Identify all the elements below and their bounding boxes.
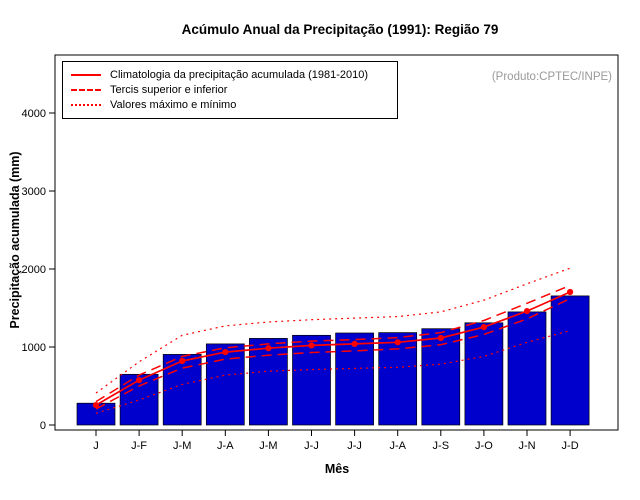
legend: Climatologia da precipitação acumulada (… — [62, 61, 398, 119]
y-tick-label: 4000 — [22, 108, 46, 120]
x-axis-title: Mês — [324, 462, 350, 476]
bar — [249, 338, 288, 426]
bar — [421, 328, 461, 426]
bar — [292, 334, 331, 426]
climatology-point — [480, 324, 487, 331]
legend-label: Tercis superior e inferior — [110, 83, 228, 96]
climatology-line — [95, 291, 571, 406]
legend-label: Valores máximo e mínimo — [110, 98, 237, 111]
y-tick-label: 2000 — [22, 264, 46, 276]
y-tick-label: 0 — [40, 420, 46, 432]
climatology-point — [394, 339, 401, 346]
chart-title: Acúmulo Anual da Precipitação (1991): Re… — [181, 22, 499, 37]
y-tick-label: 3000 — [22, 186, 46, 198]
climatology-point — [136, 377, 143, 384]
legend-item-max-min: Valores máximo e mínimo — [71, 97, 389, 112]
x-tick-label: J-A — [217, 440, 234, 452]
product-source-label: (Produto:CPTEC/INPE) — [491, 71, 612, 83]
dashed-line-icon — [71, 88, 101, 91]
x-tick-label: J-J — [304, 440, 319, 452]
min-line — [95, 330, 571, 414]
climatology-point — [567, 288, 574, 296]
legend-label: Climatologia da precipitação acumulada (… — [110, 68, 369, 81]
x-tick-label: J-F — [131, 440, 147, 452]
y-tick-label: 1000 — [22, 342, 46, 354]
tercile-upper-line — [95, 284, 571, 403]
climatology-point — [179, 357, 186, 365]
climatology-point — [222, 349, 229, 356]
x-tick-label: J-M — [173, 440, 191, 452]
climatology-point — [437, 334, 444, 342]
bar — [335, 332, 374, 426]
x-tick-label: J-S — [433, 440, 450, 452]
x-tick-label: J-O — [475, 440, 493, 452]
y-axis-title: Precipitação acumulada (mm) — [8, 151, 22, 329]
bar — [464, 322, 504, 426]
climatology-point — [351, 340, 358, 347]
x-tick-label: J-A — [389, 440, 406, 452]
bar — [378, 332, 418, 426]
climatology-point — [92, 402, 100, 409]
climatology-point — [265, 345, 272, 352]
climatology-point — [523, 308, 531, 315]
x-tick-label: J-M — [259, 440, 277, 452]
bar — [507, 311, 547, 426]
bar — [205, 343, 245, 426]
tercile-lower-line — [95, 297, 571, 410]
dotted-line-icon — [71, 103, 101, 106]
x-tick-label: J-D — [562, 440, 579, 452]
x-tick-label: J-N — [518, 440, 535, 452]
climatology-point — [308, 342, 315, 349]
solid-line-icon — [71, 73, 101, 76]
x-tick-label: J — [93, 440, 99, 452]
bar — [162, 354, 202, 426]
x-tick-label: J-J — [347, 440, 362, 452]
legend-item-terciles: Tercis superior e inferior — [71, 82, 389, 97]
plot-border — [54, 54, 619, 431]
bar — [550, 295, 590, 426]
legend-item-climatology: Climatologia da precipitação acumulada (… — [71, 67, 389, 82]
